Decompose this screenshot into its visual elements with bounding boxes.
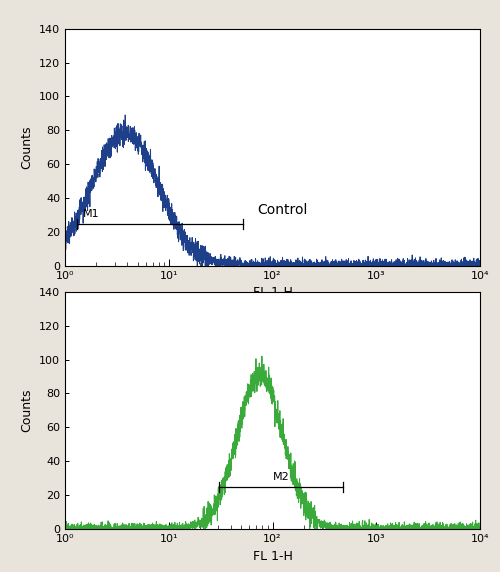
Y-axis label: Counts: Counts — [20, 388, 34, 432]
X-axis label: FL 1-H: FL 1-H — [252, 550, 292, 562]
Text: Control: Control — [257, 203, 308, 217]
Text: M1: M1 — [82, 209, 100, 219]
Y-axis label: Counts: Counts — [20, 125, 34, 169]
Text: M2: M2 — [272, 472, 289, 482]
X-axis label: FL 1-H: FL 1-H — [252, 287, 292, 299]
